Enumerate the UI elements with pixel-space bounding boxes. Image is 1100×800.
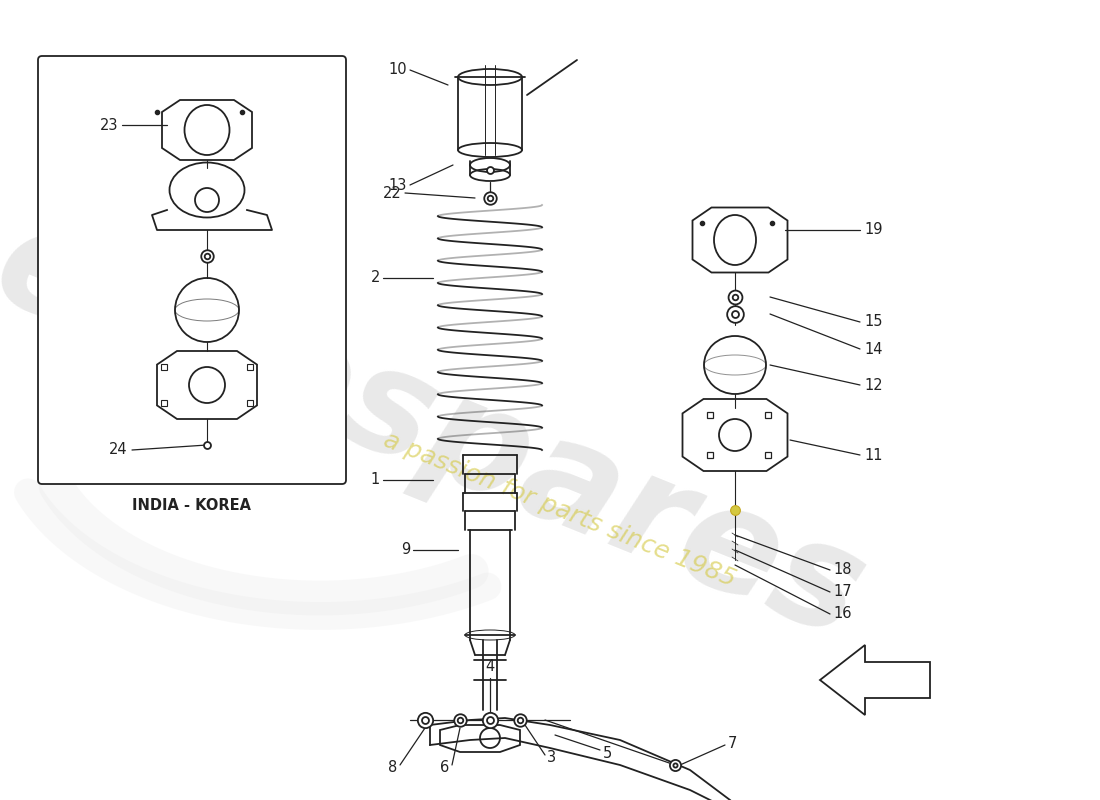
Text: 2: 2 — [371, 270, 380, 285]
FancyBboxPatch shape — [39, 56, 347, 484]
Text: a passion for parts since 1985: a passion for parts since 1985 — [381, 428, 739, 592]
Text: 17: 17 — [833, 585, 851, 599]
Text: 13: 13 — [388, 178, 407, 193]
Text: 22: 22 — [383, 186, 402, 201]
Text: INDIA - KOREA: INDIA - KOREA — [132, 498, 252, 513]
Text: 1: 1 — [371, 473, 380, 487]
Text: eurospares: eurospares — [0, 192, 884, 668]
Text: 16: 16 — [833, 606, 851, 622]
Text: 18: 18 — [833, 562, 851, 578]
Text: 19: 19 — [864, 222, 882, 238]
Text: 7: 7 — [728, 735, 737, 750]
Text: 15: 15 — [864, 314, 882, 330]
Text: 11: 11 — [864, 447, 882, 462]
Text: 12: 12 — [864, 378, 882, 393]
Text: 9: 9 — [400, 542, 410, 558]
Text: 23: 23 — [99, 118, 118, 133]
Text: 10: 10 — [388, 62, 407, 78]
Text: 5: 5 — [603, 746, 613, 761]
Text: 3: 3 — [547, 750, 557, 766]
Text: 8: 8 — [387, 761, 397, 775]
Text: 24: 24 — [109, 442, 128, 458]
Text: 14: 14 — [864, 342, 882, 357]
Text: 6: 6 — [440, 761, 449, 775]
Text: 4: 4 — [485, 659, 495, 674]
